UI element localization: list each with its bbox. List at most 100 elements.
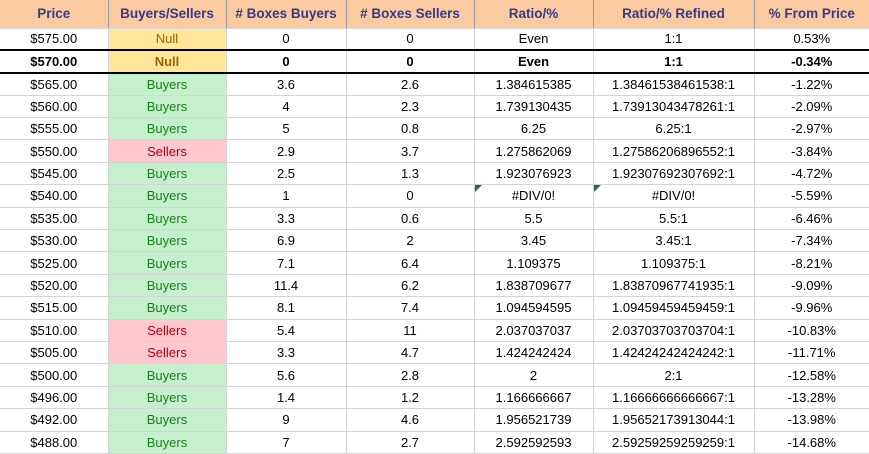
cell-pct-from-price[interactable]: -2.97%: [753, 117, 869, 141]
cell-ratio-refined[interactable]: 1.83870967741935:1: [592, 274, 754, 298]
cell-side[interactable]: Buyers: [107, 117, 226, 141]
cell-pct-from-price[interactable]: -2.09%: [753, 95, 869, 119]
cell-boxes-sellers[interactable]: 6.2: [345, 274, 474, 298]
cell-boxes-sellers[interactable]: 6.4: [345, 251, 474, 275]
cell-boxes-buyers[interactable]: 7: [225, 431, 346, 454]
cell-ratio[interactable]: 1.424242424: [473, 341, 593, 365]
cell-side[interactable]: Sellers: [107, 319, 226, 342]
cell-boxes-buyers[interactable]: 3.3: [225, 341, 346, 365]
cell-ratio[interactable]: 1.838709677: [473, 274, 593, 298]
cell-boxes-sellers[interactable]: 0: [345, 49, 474, 74]
cell-boxes-sellers[interactable]: 1.2: [345, 386, 474, 410]
col-header-boxes-sellers[interactable]: # Boxes Sellers: [345, 0, 474, 29]
cell-pct-from-price[interactable]: -4.72%: [753, 162, 869, 186]
cell-price[interactable]: $520.00: [0, 274, 108, 298]
cell-boxes-sellers[interactable]: 11: [345, 319, 474, 342]
cell-ratio[interactable]: 6.25: [473, 117, 593, 141]
col-header-price[interactable]: Price: [0, 0, 108, 29]
cell-ratio-refined[interactable]: 1.27586206896552:1: [592, 139, 754, 163]
cell-side[interactable]: Buyers: [107, 207, 226, 231]
cell-boxes-buyers[interactable]: 1: [225, 184, 346, 208]
cell-side[interactable]: Buyers: [107, 274, 226, 298]
cell-price[interactable]: $500.00: [0, 363, 108, 387]
col-header-boxes-buyers[interactable]: # Boxes Buyers: [225, 0, 346, 29]
cell-ratio-refined[interactable]: 2:1: [592, 363, 754, 387]
cell-boxes-buyers[interactable]: 5: [225, 117, 346, 141]
cell-price[interactable]: $496.00: [0, 386, 108, 410]
cell-price[interactable]: $550.00: [0, 139, 108, 163]
cell-price[interactable]: $545.00: [0, 162, 108, 186]
cell-side[interactable]: Buyers: [107, 431, 226, 454]
cell-side[interactable]: Buyers: [107, 251, 226, 275]
cell-pct-from-price[interactable]: -11.71%: [753, 341, 869, 365]
cell-boxes-buyers[interactable]: 4: [225, 95, 346, 119]
cell-side[interactable]: Buyers: [107, 162, 226, 186]
cell-ratio-refined[interactable]: 1.92307692307692:1: [592, 162, 754, 186]
col-header-ratio[interactable]: Ratio/%: [473, 0, 593, 29]
cell-pct-from-price[interactable]: -3.84%: [753, 139, 869, 163]
cell-price[interactable]: $510.00: [0, 319, 108, 342]
cell-price[interactable]: $505.00: [0, 341, 108, 365]
cell-boxes-buyers[interactable]: 0: [225, 28, 346, 51]
cell-side[interactable]: Sellers: [107, 341, 226, 365]
cell-pct-from-price[interactable]: -10.83%: [753, 319, 869, 342]
cell-ratio[interactable]: 1.384615385: [473, 72, 593, 96]
cell-ratio[interactable]: 2.037037037: [473, 319, 593, 342]
cell-ratio[interactable]: Even: [473, 28, 593, 51]
cell-ratio[interactable]: Even: [473, 49, 593, 74]
cell-side[interactable]: Buyers: [107, 386, 226, 410]
cell-boxes-sellers[interactable]: 4.6: [345, 408, 474, 432]
cell-boxes-buyers[interactable]: 3.3: [225, 207, 346, 231]
cell-ratio[interactable]: 1.166666667: [473, 386, 593, 410]
cell-boxes-sellers[interactable]: 3.7: [345, 139, 474, 163]
cell-ratio-refined[interactable]: 1.09459459459459:1: [592, 296, 754, 320]
cell-pct-from-price[interactable]: 0.53%: [753, 28, 869, 51]
cell-boxes-buyers[interactable]: 11.4: [225, 274, 346, 298]
cell-price[interactable]: $492.00: [0, 408, 108, 432]
col-header-pct-from-price[interactable]: % From Price: [753, 0, 869, 29]
cell-boxes-buyers[interactable]: 2.5: [225, 162, 346, 186]
cell-ratio-refined[interactable]: 3.45:1: [592, 229, 754, 253]
cell-pct-from-price[interactable]: -7.34%: [753, 229, 869, 253]
cell-boxes-sellers[interactable]: 1.3: [345, 162, 474, 186]
cell-ratio-refined[interactable]: #DIV/0!: [592, 184, 754, 208]
cell-side[interactable]: Buyers: [107, 296, 226, 320]
cell-price[interactable]: $570.00: [0, 49, 108, 74]
cell-boxes-sellers[interactable]: 2: [345, 229, 474, 253]
cell-side[interactable]: Buyers: [107, 408, 226, 432]
cell-ratio[interactable]: #DIV/0!: [473, 184, 593, 208]
cell-ratio[interactable]: 1.956521739: [473, 408, 593, 432]
cell-price[interactable]: $540.00: [0, 184, 108, 208]
cell-pct-from-price[interactable]: -0.34%: [753, 49, 869, 74]
cell-price[interactable]: $565.00: [0, 72, 108, 96]
cell-pct-from-price[interactable]: -6.46%: [753, 207, 869, 231]
cell-ratio-refined[interactable]: 1.42424242424242:1: [592, 341, 754, 365]
cell-side[interactable]: Buyers: [107, 229, 226, 253]
cell-pct-from-price[interactable]: -14.68%: [753, 431, 869, 454]
cell-boxes-buyers[interactable]: 2.9: [225, 139, 346, 163]
cell-ratio-refined[interactable]: 6.25:1: [592, 117, 754, 141]
cell-ratio-refined[interactable]: 1:1: [592, 28, 754, 51]
col-header-buyers-sellers[interactable]: Buyers/Sellers: [107, 0, 226, 29]
cell-ratio-refined[interactable]: 1.73913043478261:1: [592, 95, 754, 119]
cell-side[interactable]: Buyers: [107, 72, 226, 96]
cell-boxes-buyers[interactable]: 6.9: [225, 229, 346, 253]
cell-price[interactable]: $488.00: [0, 431, 108, 454]
cell-pct-from-price[interactable]: -13.98%: [753, 408, 869, 432]
cell-boxes-sellers[interactable]: 0.8: [345, 117, 474, 141]
cell-side[interactable]: Null: [107, 28, 226, 51]
cell-ratio[interactable]: 2.592592593: [473, 431, 593, 454]
cell-ratio[interactable]: 1.739130435: [473, 95, 593, 119]
cell-ratio[interactable]: 5.5: [473, 207, 593, 231]
cell-pct-from-price[interactable]: -9.09%: [753, 274, 869, 298]
cell-boxes-sellers[interactable]: 0: [345, 28, 474, 51]
cell-price[interactable]: $555.00: [0, 117, 108, 141]
cell-pct-from-price[interactable]: -5.59%: [753, 184, 869, 208]
cell-price[interactable]: $560.00: [0, 95, 108, 119]
cell-boxes-sellers[interactable]: 4.7: [345, 341, 474, 365]
cell-boxes-buyers[interactable]: 5.6: [225, 363, 346, 387]
col-header-ratio-refined[interactable]: Ratio/% Refined: [592, 0, 754, 29]
cell-ratio-refined[interactable]: 1.38461538461538:1: [592, 72, 754, 96]
cell-ratio[interactable]: 1.109375: [473, 251, 593, 275]
cell-boxes-sellers[interactable]: 0.6: [345, 207, 474, 231]
